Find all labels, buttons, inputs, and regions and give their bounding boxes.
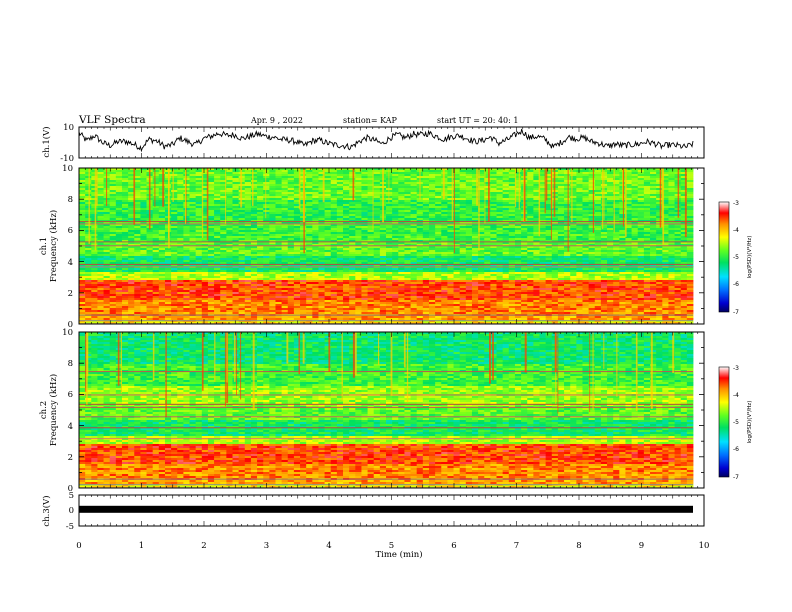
time-tick-5: 5: [389, 541, 394, 551]
ch2-cb-tick-m3: -3: [733, 365, 739, 372]
ch1-ytick-bottom: -10: [60, 154, 74, 164]
figure-title: VLF Spectra: [78, 114, 146, 126]
ch1-cb-tick-m6: -6: [733, 281, 739, 288]
time-tick-1: 1: [139, 541, 144, 551]
station-label: station= KAP: [343, 116, 398, 125]
ch3-ytick-top: 5: [69, 491, 74, 501]
ch1-cb-tick-m3: -3: [733, 200, 739, 207]
ch1-colorbar-label: log(PSD)(V²/Hz): [746, 236, 753, 279]
ch2-freq-tick-8: 8: [68, 359, 73, 369]
time-tick-9: 9: [639, 541, 644, 551]
ch1-cb-tick-m5: -5: [733, 254, 739, 261]
ch2-spec-ylabel-freq: Frequency (kHz): [48, 374, 59, 446]
time-tick-0: 0: [76, 541, 81, 551]
ch1-spec-ylabel-freq: Frequency (kHz): [48, 210, 59, 282]
ch2-freq-tick-0: 0: [68, 484, 73, 494]
ch1-freq-tick-8: 8: [68, 195, 73, 205]
time-axis-ticks: [78, 127, 705, 526]
time-tick-2: 2: [201, 541, 206, 551]
ch2-cb-tick-m4: -4: [733, 392, 739, 399]
ch3-ytick-bottom: -5: [66, 522, 74, 532]
time-tick-4: 4: [326, 541, 331, 551]
ch1-spectrogram-image: [79, 168, 704, 324]
ch1-colorbar: [718, 201, 730, 313]
ch1-freq-tick-4: 4: [68, 258, 73, 268]
ch3-waveform-ylabel: ch.3(V): [41, 495, 52, 526]
time-tick-3: 3: [264, 541, 269, 551]
ch1-freq-tick-10: 10: [62, 164, 73, 174]
ch1-freq-tick-0: 0: [68, 320, 73, 330]
ch1-cb-tick-m7: -7: [733, 309, 739, 316]
ch3-waveform-panel: 5 0 -5 ch.3(V): [41, 491, 705, 532]
time-tick-8: 8: [576, 541, 581, 551]
date-label: Apr. 9 , 2022: [250, 116, 303, 125]
time-tick-6: 6: [451, 541, 456, 551]
ch1-waveform-ylabel: ch.1(V): [41, 126, 52, 157]
ch2-freq-tick-6: 6: [68, 390, 73, 400]
ch2-colorbar: [718, 366, 730, 478]
ch2-spec-ylabel-channel: ch.2: [39, 401, 49, 419]
ch3-waveform-series: [79, 505, 693, 513]
ch2-spectrogram-image: [79, 332, 704, 488]
time-axis-label: Time (min): [375, 549, 422, 560]
ch2-cb-tick-m6: -6: [733, 446, 739, 453]
ch1-waveform-series: [78, 128, 694, 153]
ch1-waveform-panel: 10 -10 ch.1(V): [41, 123, 705, 164]
ch2-cb-tick-m7: -7: [733, 474, 739, 481]
ch2-spectrogram-panel: 0 2 4 6 8 10 ch.2 Frequency (kHz) -3 -4 …: [39, 328, 753, 494]
ch2-colorbar-label: log(PSD)(V²/Hz): [746, 401, 753, 444]
ch1-freq-tick-2: 2: [68, 289, 73, 299]
ch1-cb-tick-m4: -4: [733, 227, 739, 234]
ch2-freq-tick-4: 4: [68, 422, 73, 432]
time-tick-7: 7: [514, 541, 519, 551]
ch2-freq-tick-2: 2: [68, 453, 73, 463]
ch1-spectrogram-panel: 0 2 4 6 8 10 ch.1 Frequency (kHz) -3 -4 …: [39, 164, 753, 330]
time-tick-10: 10: [699, 541, 710, 551]
ch1-freq-tick-6: 6: [68, 226, 73, 236]
time-axis-labels: 0 1 2 3 4 5 6 7 8 9 10: [76, 541, 709, 551]
ch3-ytick-mid: 0: [69, 506, 74, 516]
ch1-ytick-top: 10: [63, 123, 74, 133]
ch1-waveform-frame: [78, 126, 705, 159]
ch1-spec-ylabel-channel: ch.1: [39, 237, 49, 255]
ch2-cb-tick-m5: -5: [733, 419, 739, 426]
ch2-freq-tick-10: 10: [62, 328, 73, 338]
start-ut-label: start UT = 20: 40: 1: [437, 116, 518, 125]
